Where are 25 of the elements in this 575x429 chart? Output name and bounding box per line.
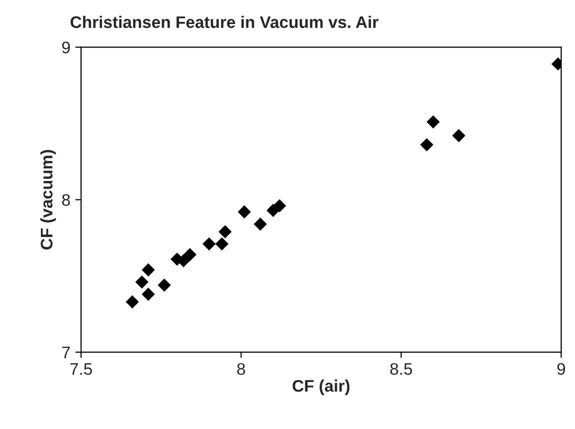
x-tick-label: 8 bbox=[237, 363, 246, 375]
point bbox=[183, 248, 196, 262]
point bbox=[126, 295, 139, 308]
point bbox=[452, 129, 466, 142]
x-tick-label: 9 bbox=[557, 363, 566, 375]
y-tick-label: 9 bbox=[62, 42, 70, 54]
point bbox=[238, 205, 251, 218]
x-tick-label: 7.5 bbox=[70, 363, 92, 375]
point bbox=[426, 115, 440, 129]
y-tick-label: 7 bbox=[62, 346, 70, 358]
y-tick-label: 8 bbox=[62, 194, 70, 206]
point bbox=[272, 199, 286, 212]
chart-title: Christiansen Feature in Vacuum vs. Air bbox=[70, 16, 378, 28]
x-axis-title: CF (air) bbox=[292, 380, 350, 396]
point bbox=[135, 275, 148, 289]
point bbox=[202, 237, 216, 251]
point bbox=[158, 278, 171, 292]
point bbox=[215, 237, 228, 251]
point bbox=[420, 138, 434, 152]
point bbox=[254, 218, 267, 231]
point bbox=[142, 288, 155, 301]
point bbox=[218, 225, 232, 238]
point bbox=[142, 263, 155, 276]
x-tick-label: 8.5 bbox=[390, 363, 412, 375]
y-axis-title: CF (vacuum) bbox=[40, 150, 56, 250]
